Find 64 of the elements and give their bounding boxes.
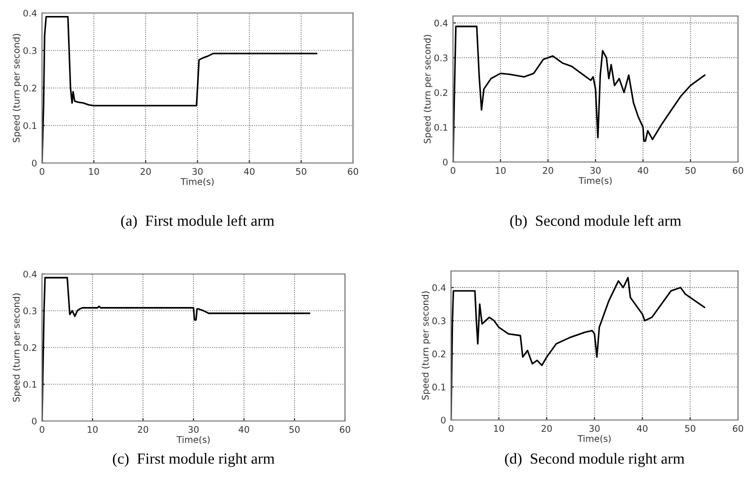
y-tick-label: 0.1 (432, 384, 446, 390)
x-tick-label: 10 (88, 426, 98, 433)
x-tick-label: 20 (542, 425, 552, 432)
y-axis-title: Speed (turn per second) (12, 293, 22, 402)
y-tick-label: 0.2 (434, 89, 448, 96)
line-series (453, 26, 706, 162)
y-tick-label: 0 (32, 418, 37, 425)
x-tick-label: 50 (296, 168, 306, 175)
x-tick-label: 10 (494, 425, 504, 432)
y-axis-title: Speed (turn per second) (424, 34, 432, 144)
x-tick-label: 30 (589, 425, 600, 432)
x-tick-label: 60 (732, 167, 744, 174)
y-axis-title: Speed (turn per second) (422, 291, 430, 400)
y-tick-label: 0.3 (432, 317, 446, 324)
y-tick-label: 0.2 (23, 344, 36, 352)
text: (b) Second module left arm (510, 214, 682, 230)
line-series (451, 276, 706, 420)
y-tick-label: 0 (32, 160, 37, 167)
x-tick-label: 20 (140, 168, 151, 175)
x-axis-title: Time(s) (578, 176, 612, 186)
text: (c) First module right arm (112, 453, 275, 467)
y-tick-label: 0.3 (23, 307, 36, 314)
x-tick-label: 50 (289, 426, 300, 433)
y-axis-title: Speed (turn per second) (12, 34, 22, 142)
x-tick-label: 60 (340, 426, 350, 433)
x-tick-label: 10 (89, 168, 99, 175)
x-tick-label: 50 (685, 425, 696, 432)
y-tick-label: 0 (440, 416, 446, 424)
y-tick-label: 0.1 (23, 380, 36, 388)
x-tick-label: 40 (244, 168, 254, 175)
y-tick-label: 0.2 (432, 350, 446, 358)
y-tick-label: 0.2 (23, 84, 36, 92)
line-series (42, 16, 318, 163)
x-tick-label: 40 (637, 425, 648, 432)
x-tick-label: 30 (192, 168, 203, 175)
x-tick-label: 20 (138, 426, 148, 433)
x-tick-label: 0 (40, 168, 44, 175)
y-tick-label: 0.4 (434, 20, 448, 27)
x-axis-title: Time(s) (176, 436, 210, 444)
x-tick-label: 30 (590, 167, 601, 174)
x-tick-label: 60 (348, 168, 358, 175)
x-tick-label: 0 (448, 425, 454, 432)
x-tick-label: 30 (188, 426, 199, 433)
x-tick-label: 40 (238, 426, 250, 433)
text: (d) Second module right arm (505, 453, 684, 467)
x-tick-label: 20 (542, 167, 554, 174)
y-tick-label: 0.1 (23, 122, 36, 130)
y-tick-label: 0.4 (23, 10, 37, 17)
y-tick-label: 0 (442, 158, 448, 166)
x-axis-title: Time(s) (180, 178, 214, 186)
y-tick-label: 0.3 (434, 54, 448, 62)
x-tick-label: 40 (638, 167, 648, 174)
y-tick-label: 0.4 (23, 270, 37, 278)
x-tick-label: 50 (685, 167, 696, 174)
text: (a) First module left arm (121, 214, 274, 230)
x-axis-title: Time(s) (578, 434, 611, 444)
x-tick-label: 60 (732, 425, 744, 432)
y-tick-label: 0.4 (432, 284, 446, 292)
x-tick-label: 0 (450, 167, 456, 174)
y-tick-label: 0.3 (23, 47, 36, 54)
y-tick-label: 0.1 (434, 124, 448, 131)
x-tick-label: 10 (496, 167, 506, 174)
line-series (42, 276, 310, 421)
x-tick-label: 0 (40, 426, 44, 433)
